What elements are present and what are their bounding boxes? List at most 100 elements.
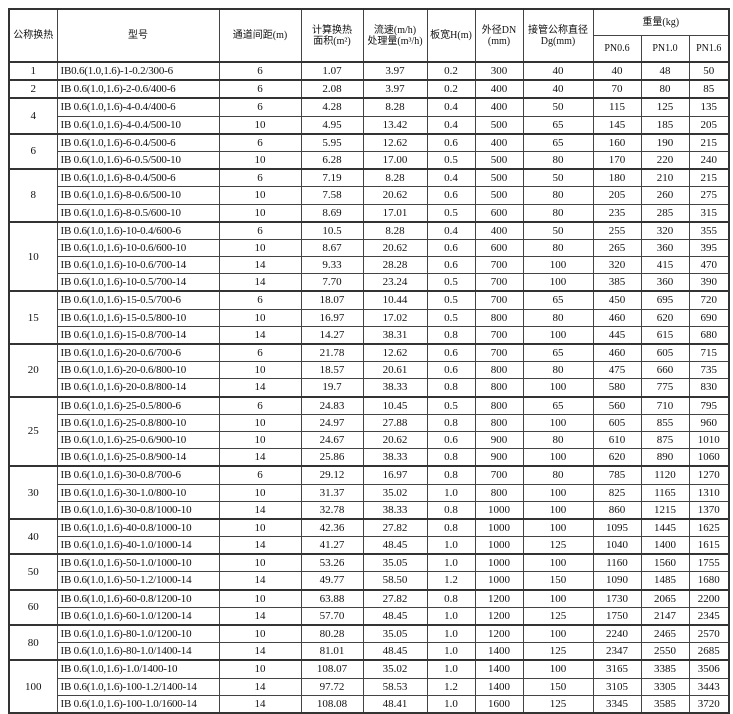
cell-outer-dia: 400 [474, 132, 524, 152]
cell-weight-pn16: 1680 [688, 571, 730, 591]
cell-calc-area: 80.28 [300, 624, 364, 644]
table-row: IB 0.6(1.0,1.6)-25-0.8/900-14 14 25.86 38.3… [9, 448, 730, 467]
table-row: IB 0.6(1.0,1.6)-10-0.6/600-10 10 8.67 20.62… [9, 238, 730, 258]
cell-model: IB 0.6(1.0,1.6)-10-0.6/600-10 [56, 238, 220, 258]
cell-channel-spacing: 6 [218, 290, 302, 310]
cell-channel-spacing: 6 [218, 168, 302, 188]
cell-plate-width: 1.0 [426, 624, 476, 644]
cell-flow: 48.45 [362, 606, 428, 626]
cell-flow: 38.31 [362, 325, 428, 345]
table-row: IB 0.6(1.0,1.6)-20-0.6/800-10 10 18.57 20.6… [9, 361, 730, 380]
cell-model: IB 0.6(1.0,1.6)-25-0.6/900-10 [56, 430, 220, 450]
cell-plate-width: 0.2 [426, 60, 476, 81]
cell-weight-pn10: 1560 [640, 553, 690, 573]
cell-weight-pn06: 475 [592, 361, 642, 380]
cell-calc-area: 53.26 [300, 553, 364, 573]
cell-weight-pn06: 320 [592, 256, 642, 275]
cell-nominal-area: 8 [8, 168, 58, 223]
header-pn16: PN1.6 [688, 35, 730, 63]
cell-nominal-area: 30 [8, 465, 58, 520]
cell-plate-width: 0.8 [426, 448, 476, 467]
header-pn06: PN0.6 [592, 35, 642, 63]
cell-plate-width: 0.4 [426, 115, 476, 135]
cell-calc-area: 9.33 [300, 256, 364, 275]
cell-model: IB0.6(1.0,1.6)-1-0.2/300-6 [56, 60, 220, 81]
cell-pipe-dia: 100 [522, 553, 594, 573]
table-row: IB 0.6(1.0,1.6)-25-0.8/800-10 10 24.97 27.8… [9, 413, 730, 432]
cell-plate-width: 0.5 [426, 395, 476, 415]
cell-weight-pn16: 830 [688, 378, 730, 398]
cell-plate-width: 1.0 [426, 606, 476, 626]
cell-calc-area: 1.07 [300, 60, 364, 81]
cell-pipe-dia: 80 [522, 238, 594, 258]
cell-pipe-dia: 100 [522, 413, 594, 432]
cell-weight-pn06: 385 [592, 273, 642, 292]
cell-flow: 27.82 [362, 588, 428, 608]
cell-weight-pn16: 960 [688, 413, 730, 432]
header-flow: 流速(m/h) 处理量(m³/h) [362, 8, 428, 63]
cell-weight-pn06: 860 [592, 500, 642, 520]
cell-calc-area: 16.97 [300, 308, 364, 327]
cell-weight-pn06: 1730 [592, 588, 642, 608]
cell-model: IB 0.6(1.0,1.6)-15-0.8/700-14 [56, 325, 220, 345]
cell-plate-width: 0.8 [426, 500, 476, 520]
table-row: IB 0.6(1.0,1.6)-40-1.0/1000-14 14 41.27 48.… [9, 536, 730, 555]
cell-weight-pn10: 710 [640, 395, 690, 415]
cell-calc-area: 108.07 [300, 659, 364, 679]
cell-weight-pn06: 1040 [592, 536, 642, 555]
cell-nominal-area: 50 [8, 553, 58, 591]
cell-pipe-dia: 50 [522, 220, 594, 240]
header-pipe-dia-line2: Dg(mm) [540, 35, 576, 47]
cell-pipe-dia: 100 [522, 378, 594, 398]
cell-pipe-dia: 65 [522, 115, 594, 135]
cell-weight-pn16: 690 [688, 308, 730, 327]
cell-outer-dia: 500 [474, 168, 524, 188]
cell-flow: 20.62 [362, 430, 428, 450]
cell-channel-spacing: 14 [218, 677, 302, 696]
cell-calc-area: 18.57 [300, 361, 364, 380]
cell-calc-area: 57.70 [300, 606, 364, 626]
cell-flow: 12.62 [362, 343, 428, 363]
cell-outer-dia: 600 [474, 238, 524, 258]
cell-channel-spacing: 14 [218, 273, 302, 292]
cell-flow: 3.97 [362, 79, 428, 99]
cell-weight-pn16: 3506 [688, 659, 730, 679]
cell-plate-width: 0.6 [426, 132, 476, 152]
cell-flow: 20.61 [362, 361, 428, 380]
cell-outer-dia: 800 [474, 483, 524, 502]
cell-pipe-dia: 125 [522, 694, 594, 714]
cell-weight-pn10: 2550 [640, 642, 690, 661]
cell-model: IB 0.6(1.0,1.6)-50-1.0/1000-10 [56, 553, 220, 573]
cell-weight-pn16: 2685 [688, 642, 730, 661]
cell-weight-pn16: 735 [688, 361, 730, 380]
cell-plate-width: 0.6 [426, 430, 476, 450]
table-row: IB 0.6(1.0,1.6)-15-0.5/800-10 10 16.97 17.0… [9, 308, 730, 327]
table-row: 100 IB 0.6(1.0,1.6)-1.0/1400-10 10 108.07 35… [8, 659, 730, 714]
cell-outer-dia: 1000 [474, 536, 524, 555]
cell-calc-area: 25.86 [300, 448, 364, 467]
cell-plate-width: 0.6 [426, 186, 476, 205]
table-row: 15 IB 0.6(1.0,1.6)-15-0.5/700-6 6 18.07 10.4… [8, 290, 730, 345]
cell-pipe-dia: 150 [522, 571, 594, 591]
cell-model: IB 0.6(1.0,1.6)-60-0.8/1200-10 [56, 588, 220, 608]
cell-outer-dia: 1000 [474, 517, 524, 538]
cell-weight-pn06: 3345 [592, 694, 642, 714]
cell-plate-width: 0.4 [426, 168, 476, 188]
cell-plate-width: 0.4 [426, 220, 476, 240]
cell-weight-pn06: 145 [592, 115, 642, 135]
cell-weight-pn06: 445 [592, 325, 642, 345]
cell-model: IB 0.6(1.0,1.6)-60-1.0/1200-14 [56, 606, 220, 626]
cell-weight-pn10: 360 [640, 238, 690, 258]
cell-pipe-dia: 125 [522, 536, 594, 555]
cell-model: IB 0.6(1.0,1.6)-80-1.0/1200-10 [56, 624, 220, 644]
cell-weight-pn10: 695 [640, 290, 690, 310]
cell-nominal-area: 15 [8, 290, 58, 345]
cell-model: IB 0.6(1.0,1.6)-10-0.5/700-14 [56, 273, 220, 292]
cell-outer-dia: 900 [474, 430, 524, 450]
cell-calc-area: 31.37 [300, 483, 364, 502]
cell-flow: 35.02 [362, 659, 428, 679]
table-row: IB 0.6(1.0,1.6)-30-0.8/1000-10 14 32.78 38.… [9, 500, 730, 520]
cell-channel-spacing: 14 [218, 500, 302, 520]
cell-pipe-dia: 80 [522, 186, 594, 205]
cell-nominal-area: 1 [8, 60, 58, 81]
